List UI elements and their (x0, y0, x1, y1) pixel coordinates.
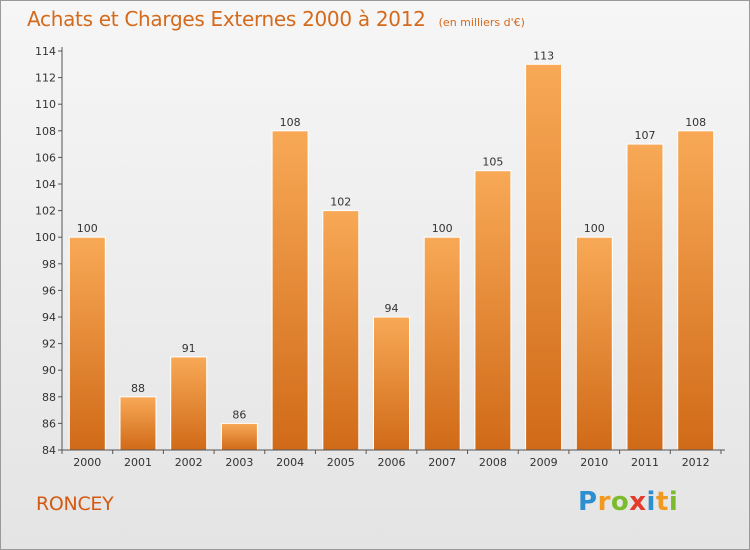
y-tick-label-84: 84 (42, 444, 56, 457)
x-tick-label-2003: 2003 (225, 456, 253, 469)
x-tick-label-2011: 2011 (631, 456, 659, 469)
logo-letter: x (629, 487, 647, 517)
value-label-2000: 100 (77, 222, 98, 235)
y-tick-label-106: 106 (35, 151, 56, 164)
bar-2002 (170, 356, 208, 451)
bar-2000 (68, 236, 106, 451)
logo-letter: r (597, 487, 611, 517)
x-tick-label-2009: 2009 (530, 456, 558, 469)
y-tick-label-104: 104 (35, 178, 56, 191)
value-label-2002: 91 (182, 342, 196, 355)
bar-2009 (525, 63, 563, 451)
x-tick-label-2012: 2012 (682, 456, 710, 469)
chart-title: Achats et Charges Externes 2000 à 2012 (27, 7, 426, 31)
logo-letter: t (655, 487, 669, 517)
logo-letter: i (668, 487, 679, 517)
x-tick-label-2002: 2002 (175, 456, 203, 469)
logo-letter: P (578, 487, 598, 517)
x-tick-label-2004: 2004 (276, 456, 304, 469)
value-label-2007: 100 (432, 222, 453, 235)
logo-letter: i (646, 487, 656, 517)
x-tick-label-2010: 2010 (580, 456, 608, 469)
value-label-2009: 113 (533, 49, 554, 62)
y-tick-label-102: 102 (35, 205, 56, 218)
bar-2001 (119, 396, 157, 451)
y-tick-label-114: 114 (35, 45, 56, 58)
value-label-2005: 102 (330, 196, 351, 209)
x-tick-label-2007: 2007 (428, 456, 456, 469)
bar-2003 (220, 422, 258, 451)
bar-2005 (322, 210, 360, 451)
value-label-2008: 105 (482, 156, 503, 169)
chart-subtitle: (en milliers d'€) (438, 16, 525, 29)
y-tick-label-94: 94 (42, 311, 56, 324)
proxiti-logo[interactable]: Proxiti (578, 487, 678, 517)
chart-title-group: Achats et Charges Externes 2000 à 2012 (… (27, 7, 525, 31)
y-tick-label-100: 100 (35, 231, 56, 244)
bar-2006 (373, 316, 410, 451)
value-label-2012: 108 (685, 116, 706, 129)
logo-letter: o (610, 487, 630, 517)
y-tick-label-90: 90 (42, 364, 56, 377)
y-tick-label-98: 98 (42, 258, 56, 271)
bar-2012 (677, 130, 715, 451)
y-tick-label-112: 112 (35, 72, 56, 85)
value-label-2001: 88 (131, 382, 145, 395)
value-label-2010: 100 (584, 222, 605, 235)
commune-name: RONCEY (36, 493, 114, 515)
value-label-2004: 108 (280, 116, 301, 129)
y-tick-label-108: 108 (35, 125, 56, 138)
y-tick-label-110: 110 (35, 98, 56, 111)
y-tick-label-88: 88 (42, 391, 56, 404)
value-label-2006: 94 (385, 302, 399, 315)
y-tick-label-86: 86 (42, 417, 56, 430)
bar-2010 (575, 236, 613, 451)
y-tick-label-96: 96 (42, 284, 56, 297)
x-tick-label-2001: 2001 (124, 456, 152, 469)
bar-2007 (423, 236, 461, 451)
x-tick-label-2006: 2006 (378, 456, 406, 469)
y-tick-label-92: 92 (42, 338, 56, 351)
bar-2008 (474, 170, 512, 451)
bar-2011 (626, 143, 664, 451)
x-tick-label-2005: 2005 (327, 456, 355, 469)
x-tick-label-2008: 2008 (479, 456, 507, 469)
x-tick-label-2000: 2000 (73, 456, 101, 469)
value-label-2011: 107 (635, 129, 656, 142)
value-label-2003: 86 (232, 408, 246, 421)
bar-2004 (271, 130, 309, 451)
